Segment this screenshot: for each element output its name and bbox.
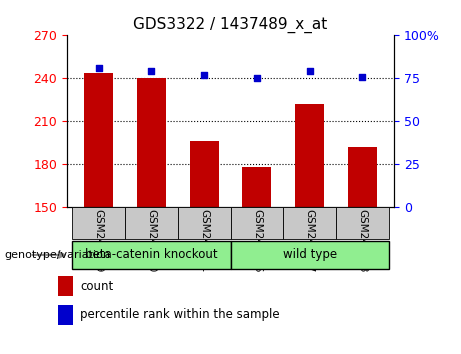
Text: percentile rank within the sample: percentile rank within the sample [80, 308, 280, 321]
Text: GSM243348: GSM243348 [357, 209, 367, 272]
Bar [336, 207, 389, 239]
Text: GSM243349: GSM243349 [94, 209, 104, 272]
Bar [295, 104, 324, 207]
Bar [177, 207, 230, 239]
Bar [125, 207, 177, 239]
Bar [58, 276, 73, 296]
Bar [137, 78, 166, 207]
Text: GSM243347: GSM243347 [305, 209, 315, 272]
Text: beta-catenin knockout: beta-catenin knockout [85, 248, 218, 261]
Bar [72, 241, 230, 269]
Bar [58, 305, 73, 325]
Bar [284, 207, 336, 239]
Point [148, 69, 155, 74]
Title: GDS3322 / 1437489_x_at: GDS3322 / 1437489_x_at [133, 16, 328, 33]
Text: wild type: wild type [283, 248, 337, 261]
Bar [348, 147, 377, 207]
Point [253, 75, 260, 81]
Bar [72, 207, 125, 239]
Point [359, 74, 366, 79]
Bar [242, 167, 272, 207]
Point [95, 65, 102, 71]
Bar [84, 73, 113, 207]
Text: genotype/variation: genotype/variation [5, 250, 111, 260]
Bar [189, 141, 219, 207]
Text: GSM243351: GSM243351 [199, 209, 209, 272]
Bar [230, 207, 284, 239]
Bar [230, 241, 389, 269]
Text: GSM243346: GSM243346 [252, 209, 262, 272]
Point [201, 72, 208, 78]
Point [306, 69, 313, 74]
Text: GSM243350: GSM243350 [146, 209, 156, 272]
Text: count: count [80, 280, 113, 293]
